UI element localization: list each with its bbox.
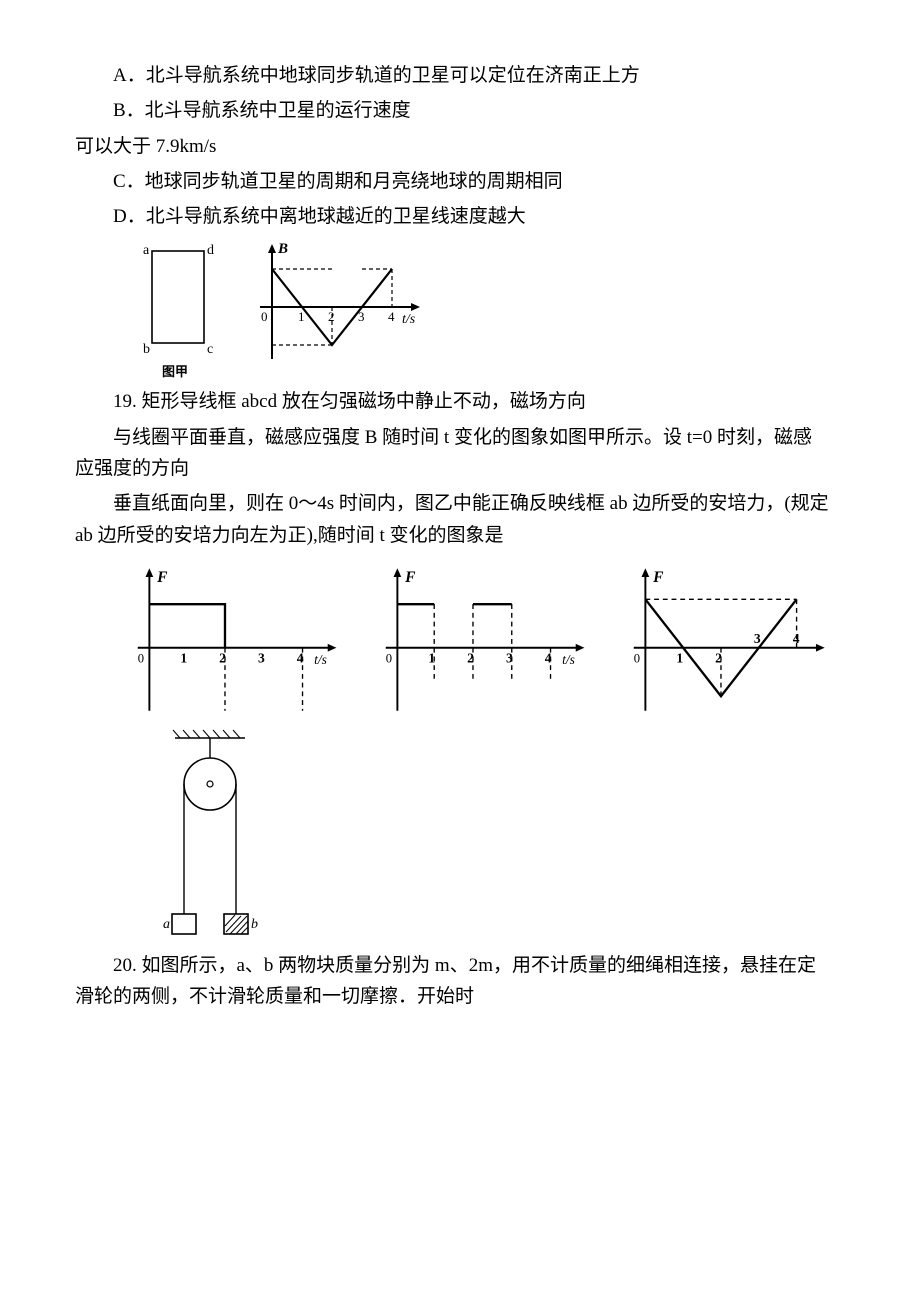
opt-graph-3: F 0 1 2 3 4	[626, 563, 830, 718]
label-a2: a	[163, 917, 170, 932]
pulley-figure: a b	[155, 726, 830, 946]
figure-row-1: a d b c 图甲 B t/s 0 1 2 3 4	[130, 239, 830, 382]
B-graph-svg: B t/s 0 1 2 3 4	[250, 239, 425, 374]
svg-text:F: F	[653, 569, 665, 586]
rect-caption: 图甲	[162, 361, 188, 382]
q18-opt-c: C．地球同步轨道卫星的周期和月亮绕地球的周期相同	[75, 166, 830, 197]
q19-line3: 垂直纸面向里，则在 0～4s 时间内，图乙中能正确反映线框 ab 边所受的安培力…	[75, 488, 830, 551]
q18-opt-b2: 可以大于 7.9km/s	[75, 131, 830, 162]
pulley-svg: a b	[155, 726, 265, 946]
label-b2: b	[251, 917, 258, 932]
q18-opt-a: A．北斗导航系统中地球同步轨道的卫星可以定位在济南正上方	[75, 60, 830, 91]
svg-text:3: 3	[754, 631, 761, 646]
label-d: d	[207, 243, 214, 258]
svg-text:4: 4	[388, 309, 395, 324]
svg-text:0: 0	[261, 309, 268, 324]
opt-graph-1: F t/s 0 1 2 3 4	[130, 563, 343, 718]
figure-options-row: F t/s 0 1 2 3 4 F t/s 0 1 2 3 4	[130, 563, 830, 718]
label-c: c	[207, 342, 213, 357]
q20-line1: 20. 如图所示，a、b 两物块质量分别为 m、2m，用不计质量的细绳相连接，悬…	[75, 950, 830, 1013]
svg-text:0: 0	[138, 651, 144, 665]
svg-text:F: F	[404, 569, 416, 586]
q18-opt-d: D．北斗导航系统中离地球越近的卫星线速度越大	[75, 201, 830, 232]
figure-B-graph: B t/s 0 1 2 3 4	[250, 239, 425, 374]
svg-text:1: 1	[180, 650, 187, 665]
svg-text:1: 1	[677, 650, 684, 665]
svg-text:t/s: t/s	[314, 652, 327, 667]
label-a: a	[143, 243, 150, 258]
q19-line1: 19. 矩形导线框 abcd 放在匀强磁场中静止不动，磁场方向	[75, 386, 830, 417]
svg-text:0: 0	[386, 651, 392, 665]
svg-text:F: F	[156, 569, 168, 586]
svg-text:t/s: t/s	[562, 652, 575, 667]
svg-text:1: 1	[298, 309, 305, 324]
svg-text:0: 0	[634, 651, 640, 665]
svg-text:3: 3	[258, 650, 265, 665]
axis-B: B	[277, 241, 288, 257]
label-b: b	[143, 342, 150, 357]
figure-rect: a d b c 图甲	[130, 239, 220, 382]
svg-text:2: 2	[328, 309, 335, 324]
q18-opt-b: B．北斗导航系统中卫星的运行速度	[75, 95, 830, 126]
q19-line2: 与线圈平面垂直，磁感应强度 B 随时间 t 变化的图象如图甲所示。设 t=0 时…	[75, 422, 830, 485]
axis-t: t/s	[402, 312, 416, 327]
rect-svg: a d b c	[130, 239, 220, 359]
opt-graph-2: F t/s 0 1 2 3 4	[378, 563, 591, 718]
